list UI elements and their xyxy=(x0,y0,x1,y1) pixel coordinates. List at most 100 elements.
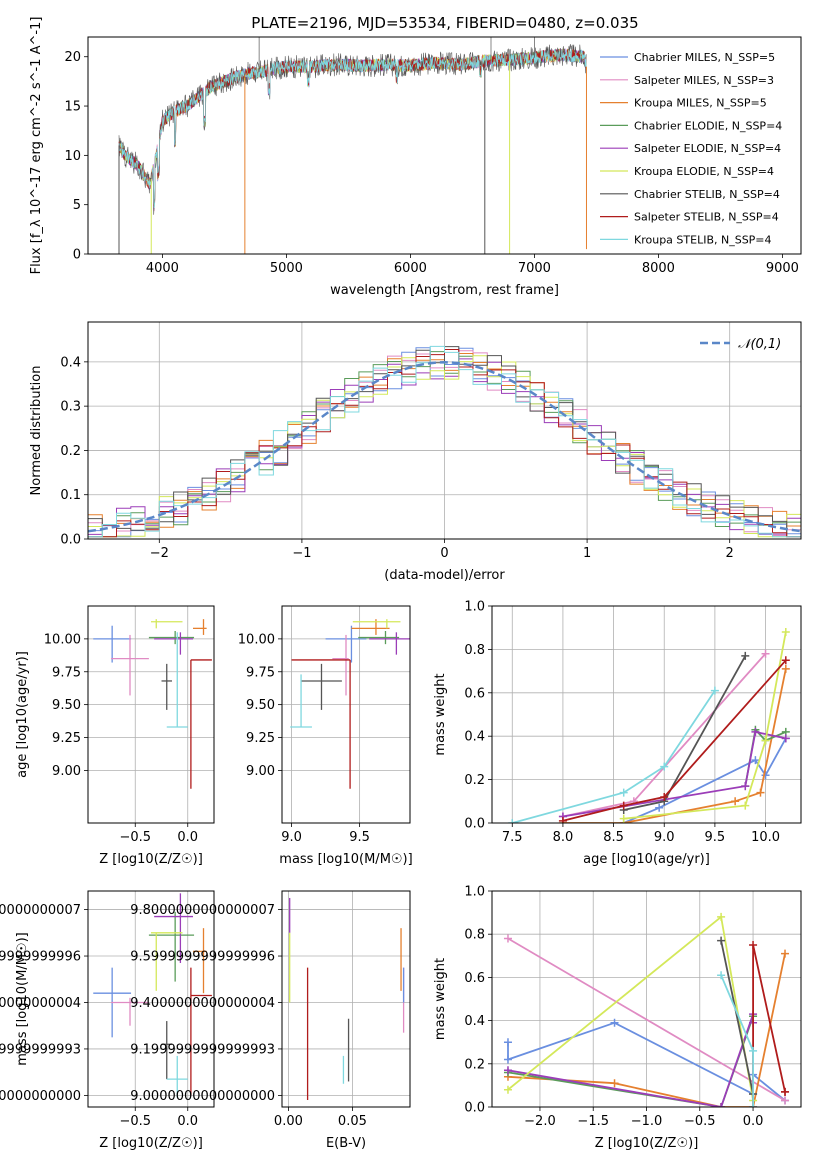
series-line xyxy=(720,940,754,1095)
legend-label: Salpeter MILES, N_SSP=3 xyxy=(634,74,774,87)
panel-age-vs-mass: 9.0 9.5 9.00 9.25 9.50 9.75 10.00 mass [log10(M… xyxy=(238,605,413,867)
series-point xyxy=(717,912,726,921)
legend: Chabrier MILES, N_SSP=5 Salpeter MILES, N… xyxy=(600,51,782,246)
x-tick-label: 0.0 xyxy=(743,1114,764,1129)
axes-frame xyxy=(87,36,802,255)
y-tick-label: 0.0 xyxy=(464,817,485,832)
legend-label: Chabrier STELIB, N_SSP=4 xyxy=(634,188,780,201)
y-tick-label: 9.25 xyxy=(246,731,275,746)
x-tick-label: 0.05 xyxy=(338,1114,367,1129)
panel-mass-vs-Z: −0.5 0.0 9.0000000000000000 9.1999999999999… xyxy=(0,890,215,1151)
axes-frame xyxy=(281,890,411,1108)
axes-frame xyxy=(87,605,215,824)
series-point xyxy=(756,788,765,797)
normal-reference-curve xyxy=(88,361,801,533)
x-tick-label: 8.0 xyxy=(553,830,574,845)
y-tick-label: 5 xyxy=(73,198,81,213)
x-tick-label: 10.0 xyxy=(751,830,780,845)
x-tick-label: 2 xyxy=(726,546,734,561)
x-tick-label: 0 xyxy=(440,546,448,561)
y-tick-label: 9.4000000000000004 xyxy=(0,996,81,1011)
x-tick-label: −2 xyxy=(150,546,169,561)
x-tick-label: 8.5 xyxy=(603,830,624,845)
series-point xyxy=(751,756,760,765)
y-tick-label: 0.2 xyxy=(60,444,81,459)
y-axis-label: age [log10(age/yr)] xyxy=(15,651,30,778)
legend-label: Kroupa ELODIE, N_SSP=4 xyxy=(634,165,774,178)
x-tick-label: 0.0 xyxy=(177,1114,198,1129)
series-line xyxy=(623,631,787,820)
y-tick-label: 9.5999999999999996 xyxy=(0,950,81,965)
series-point xyxy=(741,782,750,791)
x-tick-label: 0.00 xyxy=(274,1114,303,1129)
legend-label: Chabrier ELODIE, N_SSP=4 xyxy=(634,119,782,132)
series-point xyxy=(710,686,719,695)
plot-area-mass-weight-vs-Z xyxy=(503,912,790,1107)
y-tick-label: 0.0 xyxy=(464,1101,485,1116)
series-point xyxy=(781,1096,790,1105)
y-tick-label: 0.2 xyxy=(464,773,485,788)
y-tick-label: 9.4000000000000004 xyxy=(130,996,275,1011)
y-tick-label: 0.3 xyxy=(60,400,81,415)
y-tick-label: 9.8000000000000007 xyxy=(0,903,81,918)
y-tick-label: 9.75 xyxy=(246,665,275,680)
series-point xyxy=(503,1066,512,1075)
x-tick-label: 6000 xyxy=(394,261,427,276)
panel-spectrum: 4000 5000 6000 7000 8000 9000 0 5 10 15 20 waveleng… xyxy=(29,17,802,298)
series-line xyxy=(507,937,786,1102)
y-axis-label: mass [log10(M/M☉)] xyxy=(15,932,30,1065)
histogram-series xyxy=(88,345,801,538)
series-point xyxy=(508,819,517,823)
series-point xyxy=(741,651,750,660)
series-point xyxy=(781,734,790,743)
y-tick-label: 9.00 xyxy=(52,764,81,779)
y-tick-label: 10.00 xyxy=(238,632,275,647)
x-tick-label: 8000 xyxy=(642,261,675,276)
panel-residual-histogram: −2 −1 0 1 2 0.0 0.1 0.2 0.3 0.4 (data-model)/error… xyxy=(29,321,802,583)
y-tick-label: 0.8 xyxy=(464,643,485,658)
x-tick-label: 9.5 xyxy=(705,830,726,845)
x-axis-label: Z [log10(Z/Z☉)] xyxy=(99,852,203,867)
series-point xyxy=(781,949,790,958)
panel-mass-weight-vs-Z: −2.0 −1.5 −1.0 −0.5 0.0 0.0 0.2 0.4 0.6 0.8 1.0 Z [… xyxy=(433,885,802,1151)
series-point xyxy=(749,1103,758,1107)
x-tick-label: 7.5 xyxy=(502,830,523,845)
y-tick-label: 0.6 xyxy=(464,686,485,701)
series-line xyxy=(507,1016,754,1107)
series-point xyxy=(660,762,669,771)
y-tick-label: 9.0000000000000000 xyxy=(130,1089,275,1104)
legend-label: Salpeter STELIB, N_SSP=4 xyxy=(634,211,779,224)
series-point xyxy=(619,788,628,797)
panels: 4000 5000 6000 7000 8000 900005101520waveleng… xyxy=(0,17,802,1151)
y-tick-label: 0.0 xyxy=(60,533,81,548)
x-tick-label: 7000 xyxy=(518,261,551,276)
x-tick-label: 9.0 xyxy=(654,830,675,845)
axes-frame xyxy=(491,890,802,1108)
series-point xyxy=(751,727,760,736)
axes-frame xyxy=(281,605,411,824)
series-point xyxy=(749,1046,758,1055)
figure-title: PLATE=2196, MJD=53534, FIBERID=0480, z=0… xyxy=(251,14,638,32)
y-tick-label: 10 xyxy=(64,149,81,164)
spectrum-line xyxy=(118,48,587,209)
x-axis-label: (data-model)/error xyxy=(384,568,505,583)
x-tick-label: −1.0 xyxy=(631,1114,663,1129)
series-point xyxy=(781,628,790,637)
series-point xyxy=(503,1055,512,1064)
y-tick-label: 9.25 xyxy=(52,731,81,746)
x-tick-label: 5000 xyxy=(270,261,303,276)
series-point xyxy=(731,797,740,806)
series-point xyxy=(619,801,628,810)
series-point xyxy=(717,1103,726,1107)
series-line xyxy=(562,659,787,822)
plot-area-spectrum xyxy=(118,37,587,254)
x-axis-label: mass [log10(M/M☉)] xyxy=(279,852,412,867)
y-tick-label: 0.4 xyxy=(464,1014,485,1029)
y-axis-label: mass weight xyxy=(433,958,448,1040)
plot-area-age-vs-Z xyxy=(93,619,212,789)
y-tick-label: 9.00 xyxy=(246,764,275,779)
x-tick-label: 9.5 xyxy=(349,830,370,845)
series-point xyxy=(503,1038,512,1047)
y-tick-label: 1.0 xyxy=(464,885,485,900)
